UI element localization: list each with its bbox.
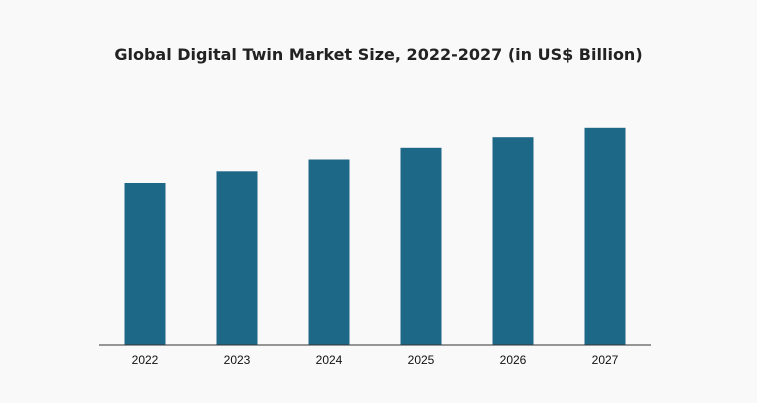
x-tick-label-2023: 2023 xyxy=(224,353,251,367)
bar-2023 xyxy=(216,171,258,345)
bar-2025 xyxy=(400,147,442,345)
x-tick-label-2024: 2024 xyxy=(316,353,343,367)
x-tick-label-2027: 2027 xyxy=(592,353,619,367)
bar-2026 xyxy=(492,137,534,345)
x-tick-label-2026: 2026 xyxy=(500,353,527,367)
bar-2027 xyxy=(584,127,626,345)
bar-2024 xyxy=(308,159,350,345)
x-tick-label-2022: 2022 xyxy=(132,353,159,367)
x-tick-label-2025: 2025 xyxy=(408,353,435,367)
x-tick-labels: 2022 2023 2024 2025 2026 2027 xyxy=(132,353,619,367)
bar-2022 xyxy=(124,183,166,345)
chart-title: Global Digital Twin Market Size, 2022-20… xyxy=(114,45,643,64)
bars-group xyxy=(124,127,626,345)
